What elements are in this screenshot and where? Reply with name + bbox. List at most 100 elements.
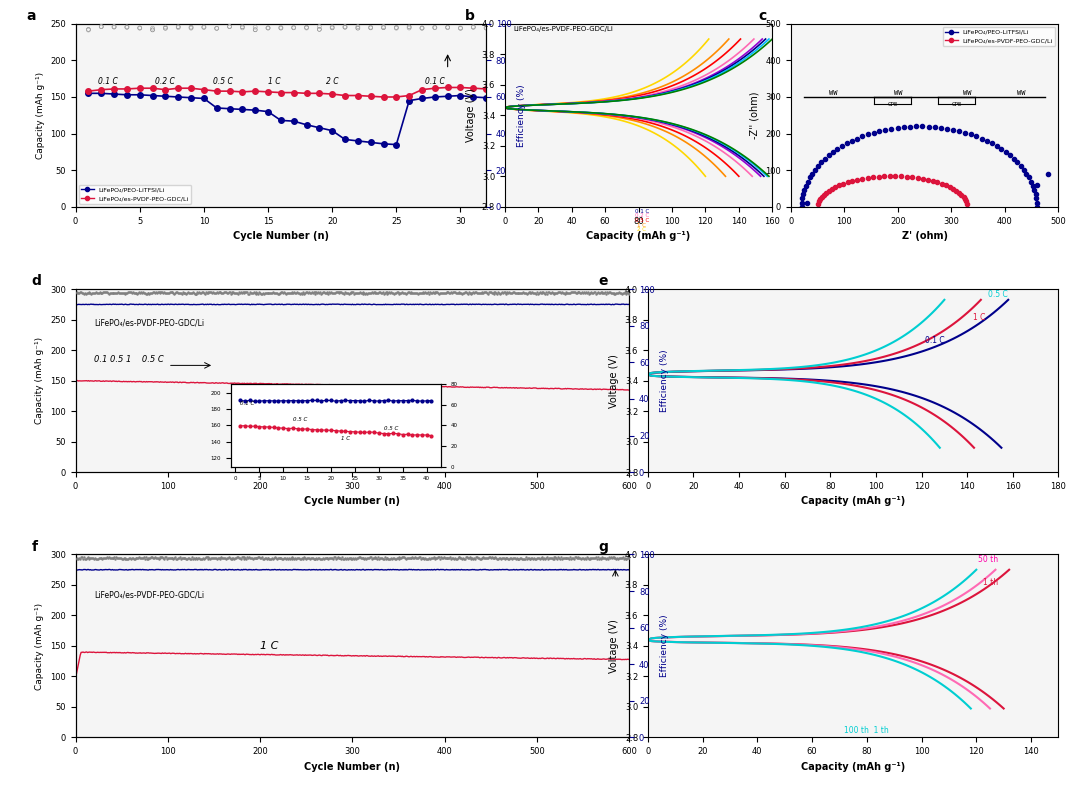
Point: [388, 22, 405, 35]
Text: WW: WW: [1016, 90, 1025, 96]
Point: [80, 24, 97, 36]
Point: [298, 21, 315, 34]
Text: 50 th: 50 th: [978, 555, 998, 564]
Text: 1 C: 1 C: [973, 312, 985, 322]
Point: [106, 21, 123, 33]
Point: [311, 21, 328, 33]
Point: [349, 21, 366, 33]
Point: [285, 21, 302, 33]
Point: [131, 21, 148, 34]
Text: 0.5 C: 0.5 C: [213, 77, 233, 86]
Point: [80, 23, 97, 36]
Text: 0.1 C: 0.1 C: [97, 77, 118, 86]
X-axis label: Z' (ohm): Z' (ohm): [902, 231, 947, 241]
Point: [195, 21, 213, 33]
Text: WW: WW: [829, 90, 838, 96]
Point: [427, 21, 444, 34]
Point: [324, 21, 341, 34]
Point: [401, 21, 418, 34]
Point: [221, 21, 239, 33]
Y-axis label: Efficiency (%): Efficiency (%): [660, 350, 670, 412]
Point: [157, 21, 174, 33]
Text: e: e: [598, 274, 608, 289]
Y-axis label: Voltage (V): Voltage (V): [609, 354, 619, 408]
Point: [259, 21, 276, 34]
Legend: LiFePO₄/PEO-LiTFSI/Li, LiFePO₄/es-PVDF-PEO-GDC/Li: LiFePO₄/PEO-LiTFSI/Li, LiFePO₄/es-PVDF-P…: [943, 27, 1055, 46]
Text: CPE: CPE: [951, 102, 962, 108]
Text: 0.1 0.5 1    0.5 C: 0.1 0.5 1 0.5 C: [94, 355, 164, 364]
Point: [208, 22, 226, 35]
Text: 2 C: 2 C: [326, 77, 338, 86]
Text: CPE: CPE: [888, 102, 897, 108]
Point: [401, 21, 418, 33]
X-axis label: Cycle Number (n): Cycle Number (n): [305, 762, 401, 772]
Point: [208, 22, 226, 35]
Point: [285, 21, 302, 34]
X-axis label: Cycle Number (n): Cycle Number (n): [233, 231, 329, 241]
Point: [119, 21, 136, 33]
Y-axis label: Efficiency (%): Efficiency (%): [660, 615, 670, 677]
Point: [414, 21, 431, 34]
Point: [233, 21, 251, 33]
Point: [183, 21, 200, 33]
Point: [272, 21, 289, 34]
Y-axis label: Efficiency (%): Efficiency (%): [517, 84, 526, 147]
Point: [375, 21, 392, 34]
Text: c: c: [759, 10, 767, 23]
Point: [414, 22, 431, 35]
Text: 2 C: 2 C: [637, 227, 646, 232]
Point: [451, 22, 469, 35]
Point: [438, 21, 456, 33]
Point: [221, 21, 239, 33]
Point: [131, 21, 148, 34]
Y-axis label: Voltage (V): Voltage (V): [467, 88, 476, 142]
Point: [311, 23, 328, 36]
Point: [246, 21, 264, 33]
Text: 0.1 C: 0.1 C: [635, 209, 649, 214]
Point: [464, 21, 482, 33]
Point: [336, 21, 353, 33]
Text: 1 C: 1 C: [637, 223, 646, 228]
Point: [362, 21, 379, 33]
Point: [259, 21, 276, 34]
Text: WW: WW: [963, 90, 972, 96]
Point: [144, 22, 161, 35]
Point: [272, 21, 289, 34]
Point: [195, 21, 213, 34]
Y-axis label: Voltage (V): Voltage (V): [609, 619, 619, 673]
Text: LiFePO₄/es-PVDF-PEO-GDC/Li: LiFePO₄/es-PVDF-PEO-GDC/Li: [94, 590, 204, 600]
Point: [438, 21, 456, 34]
Text: f: f: [31, 540, 38, 554]
Point: [93, 21, 110, 33]
Text: b: b: [464, 10, 474, 23]
Text: 1 C: 1 C: [268, 77, 281, 86]
Text: 0.2 C: 0.2 C: [635, 213, 649, 218]
X-axis label: Capacity (mAh g⁻¹): Capacity (mAh g⁻¹): [801, 762, 905, 772]
Point: [477, 21, 495, 34]
Point: [170, 21, 187, 34]
Point: [144, 24, 161, 36]
Text: 0.2 C: 0.2 C: [156, 77, 175, 86]
Point: [388, 21, 405, 34]
Text: d: d: [31, 274, 41, 289]
Text: 0.5 C: 0.5 C: [988, 289, 1009, 299]
Text: 1 C: 1 C: [260, 641, 279, 651]
Y-axis label: Capacity (mAh g⁻¹): Capacity (mAh g⁻¹): [36, 603, 44, 690]
Y-axis label: -Z'' (ohm): -Z'' (ohm): [750, 91, 759, 139]
Point: [106, 21, 123, 33]
Text: WW: WW: [893, 90, 902, 96]
Point: [427, 21, 444, 34]
Text: 0.1 C: 0.1 C: [924, 335, 944, 344]
Text: 0.5 C: 0.5 C: [635, 218, 649, 223]
Text: a: a: [26, 10, 36, 23]
Point: [451, 21, 469, 34]
Legend: LiFePO₄/PEO-LiTFSI/Li, LiFePO₄/es-PVDF-PEO-GDC/Li: LiFePO₄/PEO-LiTFSI/Li, LiFePO₄/es-PVDF-P…: [79, 185, 191, 204]
Point: [324, 21, 341, 33]
X-axis label: Cycle Number (n): Cycle Number (n): [305, 496, 401, 507]
Text: LiFePO₄/es-PVDF-PEO-GDC/Li: LiFePO₄/es-PVDF-PEO-GDC/Li: [94, 319, 204, 328]
Text: 1 th: 1 th: [983, 578, 998, 587]
Text: g: g: [598, 540, 608, 554]
X-axis label: Capacity (mAh g⁻¹): Capacity (mAh g⁻¹): [801, 496, 905, 507]
Point: [477, 21, 495, 34]
Text: 0.1 C: 0.1 C: [424, 77, 445, 86]
